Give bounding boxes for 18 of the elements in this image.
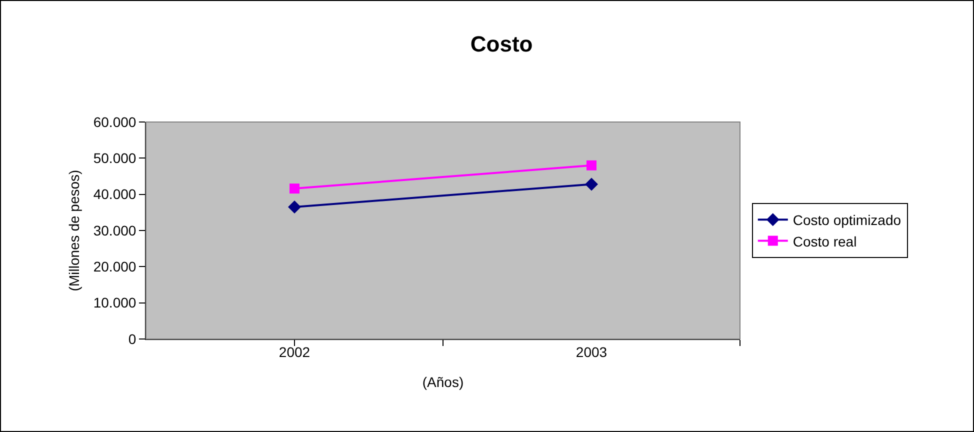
y-tick-label: 0 xyxy=(128,330,136,347)
point xyxy=(290,184,300,194)
legend-label: Costo real xyxy=(792,233,857,250)
y-tick-label: 10.000 xyxy=(93,294,136,311)
x-tick-label: 2002 xyxy=(278,344,310,360)
chart-title: Costo xyxy=(470,32,533,57)
y-axis-title: (Millones de pesos) xyxy=(66,170,82,292)
y-tick-label: 20.000 xyxy=(93,258,136,275)
x-axis-title: (Años) xyxy=(422,374,464,390)
y-tick-label: 30.000 xyxy=(93,222,136,238)
x-tick-label: 2003 xyxy=(576,344,608,360)
point xyxy=(586,160,596,170)
point xyxy=(288,200,301,214)
point xyxy=(585,178,598,191)
y-tick-label: 50.000 xyxy=(93,150,136,166)
y-tick-label: 60.000 xyxy=(93,114,136,130)
y-tick-label: 40.000 xyxy=(93,186,136,202)
legend-label: Costo optimizado xyxy=(792,212,902,228)
